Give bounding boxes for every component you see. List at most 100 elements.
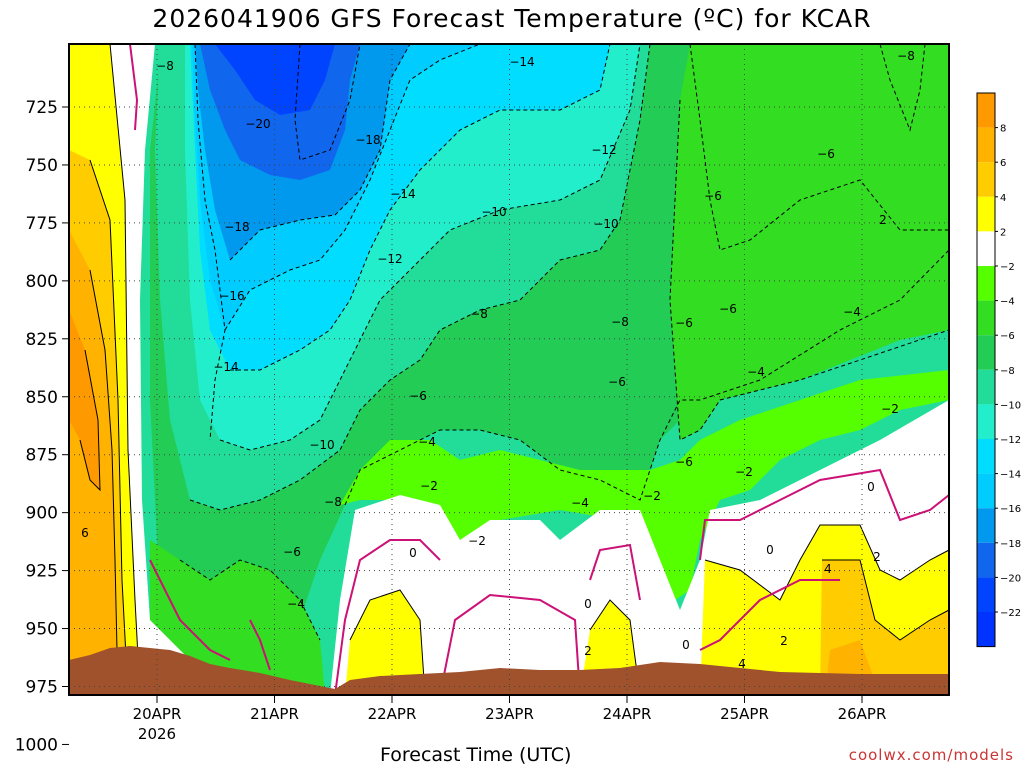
contour-label: −6 xyxy=(409,389,427,403)
contour-labels: −8−20−18−14−12−18−16−14−10−8−6−4−14−12−1… xyxy=(81,49,915,671)
y-tick-label: 850 xyxy=(26,388,58,408)
colorbar-swatch xyxy=(977,473,995,509)
chart-title: 2026041906 GFS Forecast Temperature (ºC)… xyxy=(152,4,872,33)
contour-label: −2 xyxy=(468,534,486,548)
x-tick-label: 24APR xyxy=(603,705,652,723)
contour-label: 2 xyxy=(780,634,788,648)
contour-label: 2 xyxy=(879,213,887,227)
x-tick-label: 21APR xyxy=(250,705,299,723)
contour-label: −6 xyxy=(283,545,301,559)
colorbar-swatch xyxy=(977,196,995,232)
contour-label: 4 xyxy=(738,657,746,671)
contour-label: −4 xyxy=(571,496,589,510)
contour-label: −8 xyxy=(611,315,629,329)
x-axis: 20APR 21APR 22APR 23APR 24APR 25APR 26APR 2026 xyxy=(133,695,887,743)
contour-label: −6 xyxy=(719,302,737,316)
contour-label: −8 xyxy=(156,59,174,73)
contour-label: −8 xyxy=(470,307,488,321)
colorbar-swatch xyxy=(977,439,995,474)
y-tick-label: 875 xyxy=(26,446,58,466)
contour-label: −4 xyxy=(747,365,765,379)
fill-minus4-region xyxy=(150,540,325,695)
contour-label: −2 xyxy=(881,402,899,416)
contour-label: −6 xyxy=(608,375,626,389)
contour-label: −12 xyxy=(377,252,402,266)
y-tick-label: 825 xyxy=(26,330,58,350)
y-tick-label: 725 xyxy=(26,98,58,118)
contour-label: 0 xyxy=(682,638,690,652)
x-tick-label: 26APR xyxy=(838,705,887,723)
ground-surface xyxy=(69,646,949,695)
colorbar-swatch xyxy=(977,404,995,439)
colorbar-label: −14 xyxy=(1000,470,1021,481)
colorbar-label: −6 xyxy=(1000,331,1015,342)
contour-label: −18 xyxy=(224,220,249,234)
contour-label: −4 xyxy=(843,305,861,319)
contour-label: −4 xyxy=(418,435,436,449)
y-tick-label: 750 xyxy=(26,156,58,176)
contour-label: −14 xyxy=(390,187,415,201)
y-tick-label: 950 xyxy=(26,620,58,640)
fill-warm-pocket-1 xyxy=(345,590,425,695)
colorbar-swatch xyxy=(977,300,995,336)
freezing-line xyxy=(129,44,949,695)
colorbar-swatch xyxy=(977,369,995,405)
colorbar-label: 4 xyxy=(1000,193,1006,204)
colorbar-label: −20 xyxy=(1000,573,1021,584)
colorbar-swatch xyxy=(977,127,995,163)
contour-label: 0 xyxy=(409,546,417,560)
contour-label: −2 xyxy=(735,465,753,479)
contour-label: −2 xyxy=(643,489,661,503)
contour-label: −4 xyxy=(287,597,305,611)
contour-label: 6 xyxy=(81,526,89,540)
contour-label: −8 xyxy=(897,49,915,63)
contour-label: −6 xyxy=(675,316,693,330)
contour-label: −14 xyxy=(509,55,534,69)
contour-label: 4 xyxy=(824,562,832,576)
y-axis: 725 750 775 800 825 850 875 900 925 950 975 1000 xyxy=(15,98,69,755)
fill-left-white xyxy=(100,44,230,695)
y-tick-label: 1000 xyxy=(15,735,58,755)
colorbar-label: 8 xyxy=(1000,124,1006,135)
contour-label: −6 xyxy=(704,189,722,203)
x-tick-label: 20APR xyxy=(133,705,182,723)
x-tick-label: 25APR xyxy=(720,705,769,723)
grid-lines xyxy=(69,44,949,695)
y-tick-label: 775 xyxy=(26,214,58,234)
x-axis-label: Forecast Time (UTC) xyxy=(380,744,572,766)
contour-label: −10 xyxy=(481,205,506,219)
contour-label: −8 xyxy=(324,495,342,509)
x-tick-label: 23APR xyxy=(485,705,534,723)
contour-label: −10 xyxy=(309,438,334,452)
y-tick-label: 900 xyxy=(26,504,58,524)
x-tick-label: 22APR xyxy=(368,705,417,723)
colorbar-label: −12 xyxy=(1000,435,1021,446)
colorbar-swatch xyxy=(977,93,995,128)
contour-label: −6 xyxy=(817,147,835,161)
contour-label: −20 xyxy=(245,117,270,131)
colorbar-swatch xyxy=(977,612,995,647)
colorbar-swatch xyxy=(977,266,995,301)
colorbar-swatch xyxy=(977,231,995,266)
colorbar-label: 6 xyxy=(1000,158,1006,169)
colorbar-swatch xyxy=(977,508,995,543)
contour-label: −18 xyxy=(355,133,380,147)
colorbar-label: −4 xyxy=(1000,297,1015,308)
y-tick-label: 975 xyxy=(26,678,58,698)
contour-label: −6 xyxy=(675,455,693,469)
y-tick-label: 800 xyxy=(26,272,58,292)
colorbar-swatch xyxy=(977,542,995,578)
contour-label: 0 xyxy=(584,597,592,611)
contour-label: 0 xyxy=(867,480,875,494)
contour-label: 2 xyxy=(584,644,592,658)
colorbar-label: −8 xyxy=(1000,366,1015,377)
colorbar: 8 6 4 2 −2 −4 −6 −8 −10 −12 −14 −16 −18 −20 −22 xyxy=(976,92,1021,648)
colorbar-label: 2 xyxy=(1000,227,1006,238)
fill-left-warm-deep-orange xyxy=(69,310,100,490)
colorbar-label: −22 xyxy=(1000,608,1021,619)
colorbar-label: −2 xyxy=(1000,262,1015,273)
colorbar-label: −18 xyxy=(1000,539,1021,550)
contour-label: −10 xyxy=(593,217,618,231)
credit-text: coolwx.com/models xyxy=(848,746,1014,764)
